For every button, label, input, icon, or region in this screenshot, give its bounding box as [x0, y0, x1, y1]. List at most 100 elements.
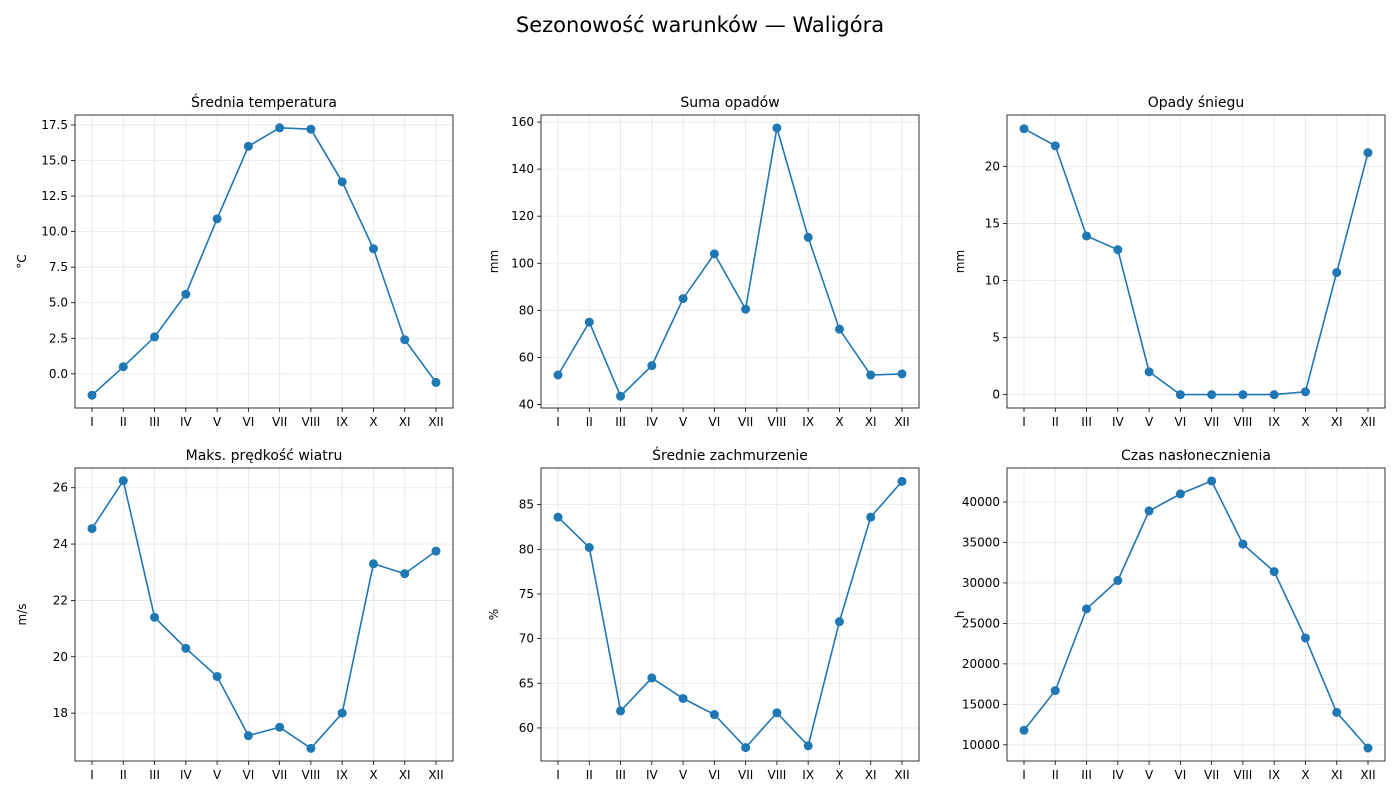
data-point	[866, 512, 876, 522]
data-point	[584, 543, 594, 553]
x-tick-label: VII	[1204, 768, 1219, 782]
x-tick-label: V	[679, 768, 688, 782]
data-point	[1050, 141, 1060, 151]
x-tick-label: IV	[1112, 768, 1125, 782]
subplot-title: Średnia temperatura	[191, 93, 337, 111]
chart-panel-mean-temperature: I II III IV V VI VII VIII IX X XI XII0.02.55.07.510…	[15, 93, 454, 429]
y-tick-label: 20	[53, 650, 68, 664]
x-tick-label: X	[369, 415, 377, 429]
x-tick-label: XI	[399, 415, 411, 429]
data-point	[803, 232, 813, 242]
data-point	[400, 335, 410, 345]
x-tick-label: VII	[272, 415, 287, 429]
subplot-title: Suma opadów	[680, 95, 779, 111]
y-tick-label: 7.5	[49, 260, 68, 274]
data-point	[337, 708, 347, 718]
y-tick-label: 10	[985, 274, 1000, 288]
x-tick-label: II	[1052, 415, 1059, 429]
chart-panel-mean-cloud-cover: I II III IV V VI VII VIII IX X XI XII606570758085Śr…	[487, 446, 920, 782]
data-point	[1207, 390, 1217, 400]
series-line	[557, 480, 903, 749]
x-tick-label: VI	[1174, 768, 1186, 782]
x-tick-label: VI	[708, 415, 720, 429]
data-point	[709, 710, 719, 720]
y-tick-label: 70	[519, 632, 534, 646]
x-tick-label: XII	[894, 768, 909, 782]
data-point	[368, 244, 378, 254]
figure-title: Sezonowość warunków — Waligóra	[515, 13, 885, 37]
y-tick-label: 80	[519, 542, 534, 556]
x-tick-label: III	[149, 768, 160, 782]
plot-frame	[540, 467, 920, 762]
data-point	[1175, 390, 1185, 400]
x-tick-label: III	[615, 415, 626, 429]
data-point	[1019, 725, 1029, 735]
data-point	[1207, 476, 1217, 486]
x-tick-label: VII	[738, 415, 753, 429]
x-tick-label: I	[1022, 768, 1026, 782]
y-tick-label: 85	[519, 498, 534, 512]
x-tick-label: X	[835, 415, 843, 429]
x-tick-label: XII	[1360, 768, 1375, 782]
x-tick-label: IX	[802, 415, 814, 429]
x-tick-label: VIII	[1233, 768, 1252, 782]
y-tick-label: 35000	[962, 535, 1000, 549]
data-point	[897, 476, 907, 486]
x-tick-label: IV	[180, 415, 193, 429]
x-tick-label: VII	[272, 768, 287, 782]
y-tick-label: 160	[511, 115, 534, 129]
x-tick-label: IV	[180, 768, 193, 782]
y-tick-label: 80	[519, 303, 534, 317]
x-tick-label: VIII	[301, 415, 320, 429]
series-line	[1023, 127, 1369, 396]
y-axis-label: %	[487, 609, 501, 620]
x-tick-label: X	[369, 768, 377, 782]
x-tick-label: I	[556, 768, 560, 782]
y-tick-label: 18	[53, 706, 68, 720]
y-tick-label: 26	[53, 481, 68, 495]
y-tick-label: 5	[992, 331, 1000, 345]
x-tick-label: XI	[865, 415, 877, 429]
series-line	[91, 126, 437, 396]
data-point	[616, 391, 626, 401]
data-point	[275, 123, 285, 133]
subplot-title: Średnie zachmurzenie	[652, 446, 808, 464]
y-tick-label: 40000	[962, 495, 1000, 509]
y-tick-label: 12.5	[41, 189, 68, 203]
x-tick-label: X	[1301, 768, 1309, 782]
x-tick-label: V	[1145, 768, 1154, 782]
y-tick-label: 65	[519, 676, 534, 690]
x-tick-label: V	[213, 415, 222, 429]
x-tick-label: XI	[1331, 768, 1343, 782]
y-tick-label: 17.5	[41, 118, 68, 132]
data-point	[1238, 539, 1248, 549]
x-tick-label: XII	[1360, 415, 1375, 429]
x-tick-label: II	[1052, 768, 1059, 782]
x-tick-label: VI	[708, 768, 720, 782]
data-point	[181, 289, 191, 299]
x-tick-label: X	[835, 768, 843, 782]
data-point	[1300, 387, 1310, 397]
y-tick-label: 5.0	[49, 296, 68, 310]
data-point	[897, 369, 907, 379]
data-point	[741, 304, 751, 314]
y-tick-label: 60	[519, 721, 534, 735]
data-point	[678, 294, 688, 304]
x-tick-label: V	[679, 415, 688, 429]
subplot-title: Maks. prędkość wiatru	[186, 448, 343, 464]
x-tick-label: IX	[802, 768, 814, 782]
data-point	[1082, 231, 1092, 241]
data-point	[118, 476, 128, 486]
data-point	[834, 617, 844, 627]
x-tick-label: XII	[428, 415, 443, 429]
x-tick-label: II	[120, 415, 127, 429]
data-point	[150, 332, 160, 342]
x-tick-label: V	[1145, 415, 1154, 429]
data-point	[368, 559, 378, 569]
y-tick-label: 10.0	[41, 225, 68, 239]
data-point	[212, 214, 222, 224]
data-point	[834, 324, 844, 334]
data-point	[87, 524, 97, 534]
x-tick-label: I	[556, 415, 560, 429]
x-tick-label: XII	[894, 415, 909, 429]
